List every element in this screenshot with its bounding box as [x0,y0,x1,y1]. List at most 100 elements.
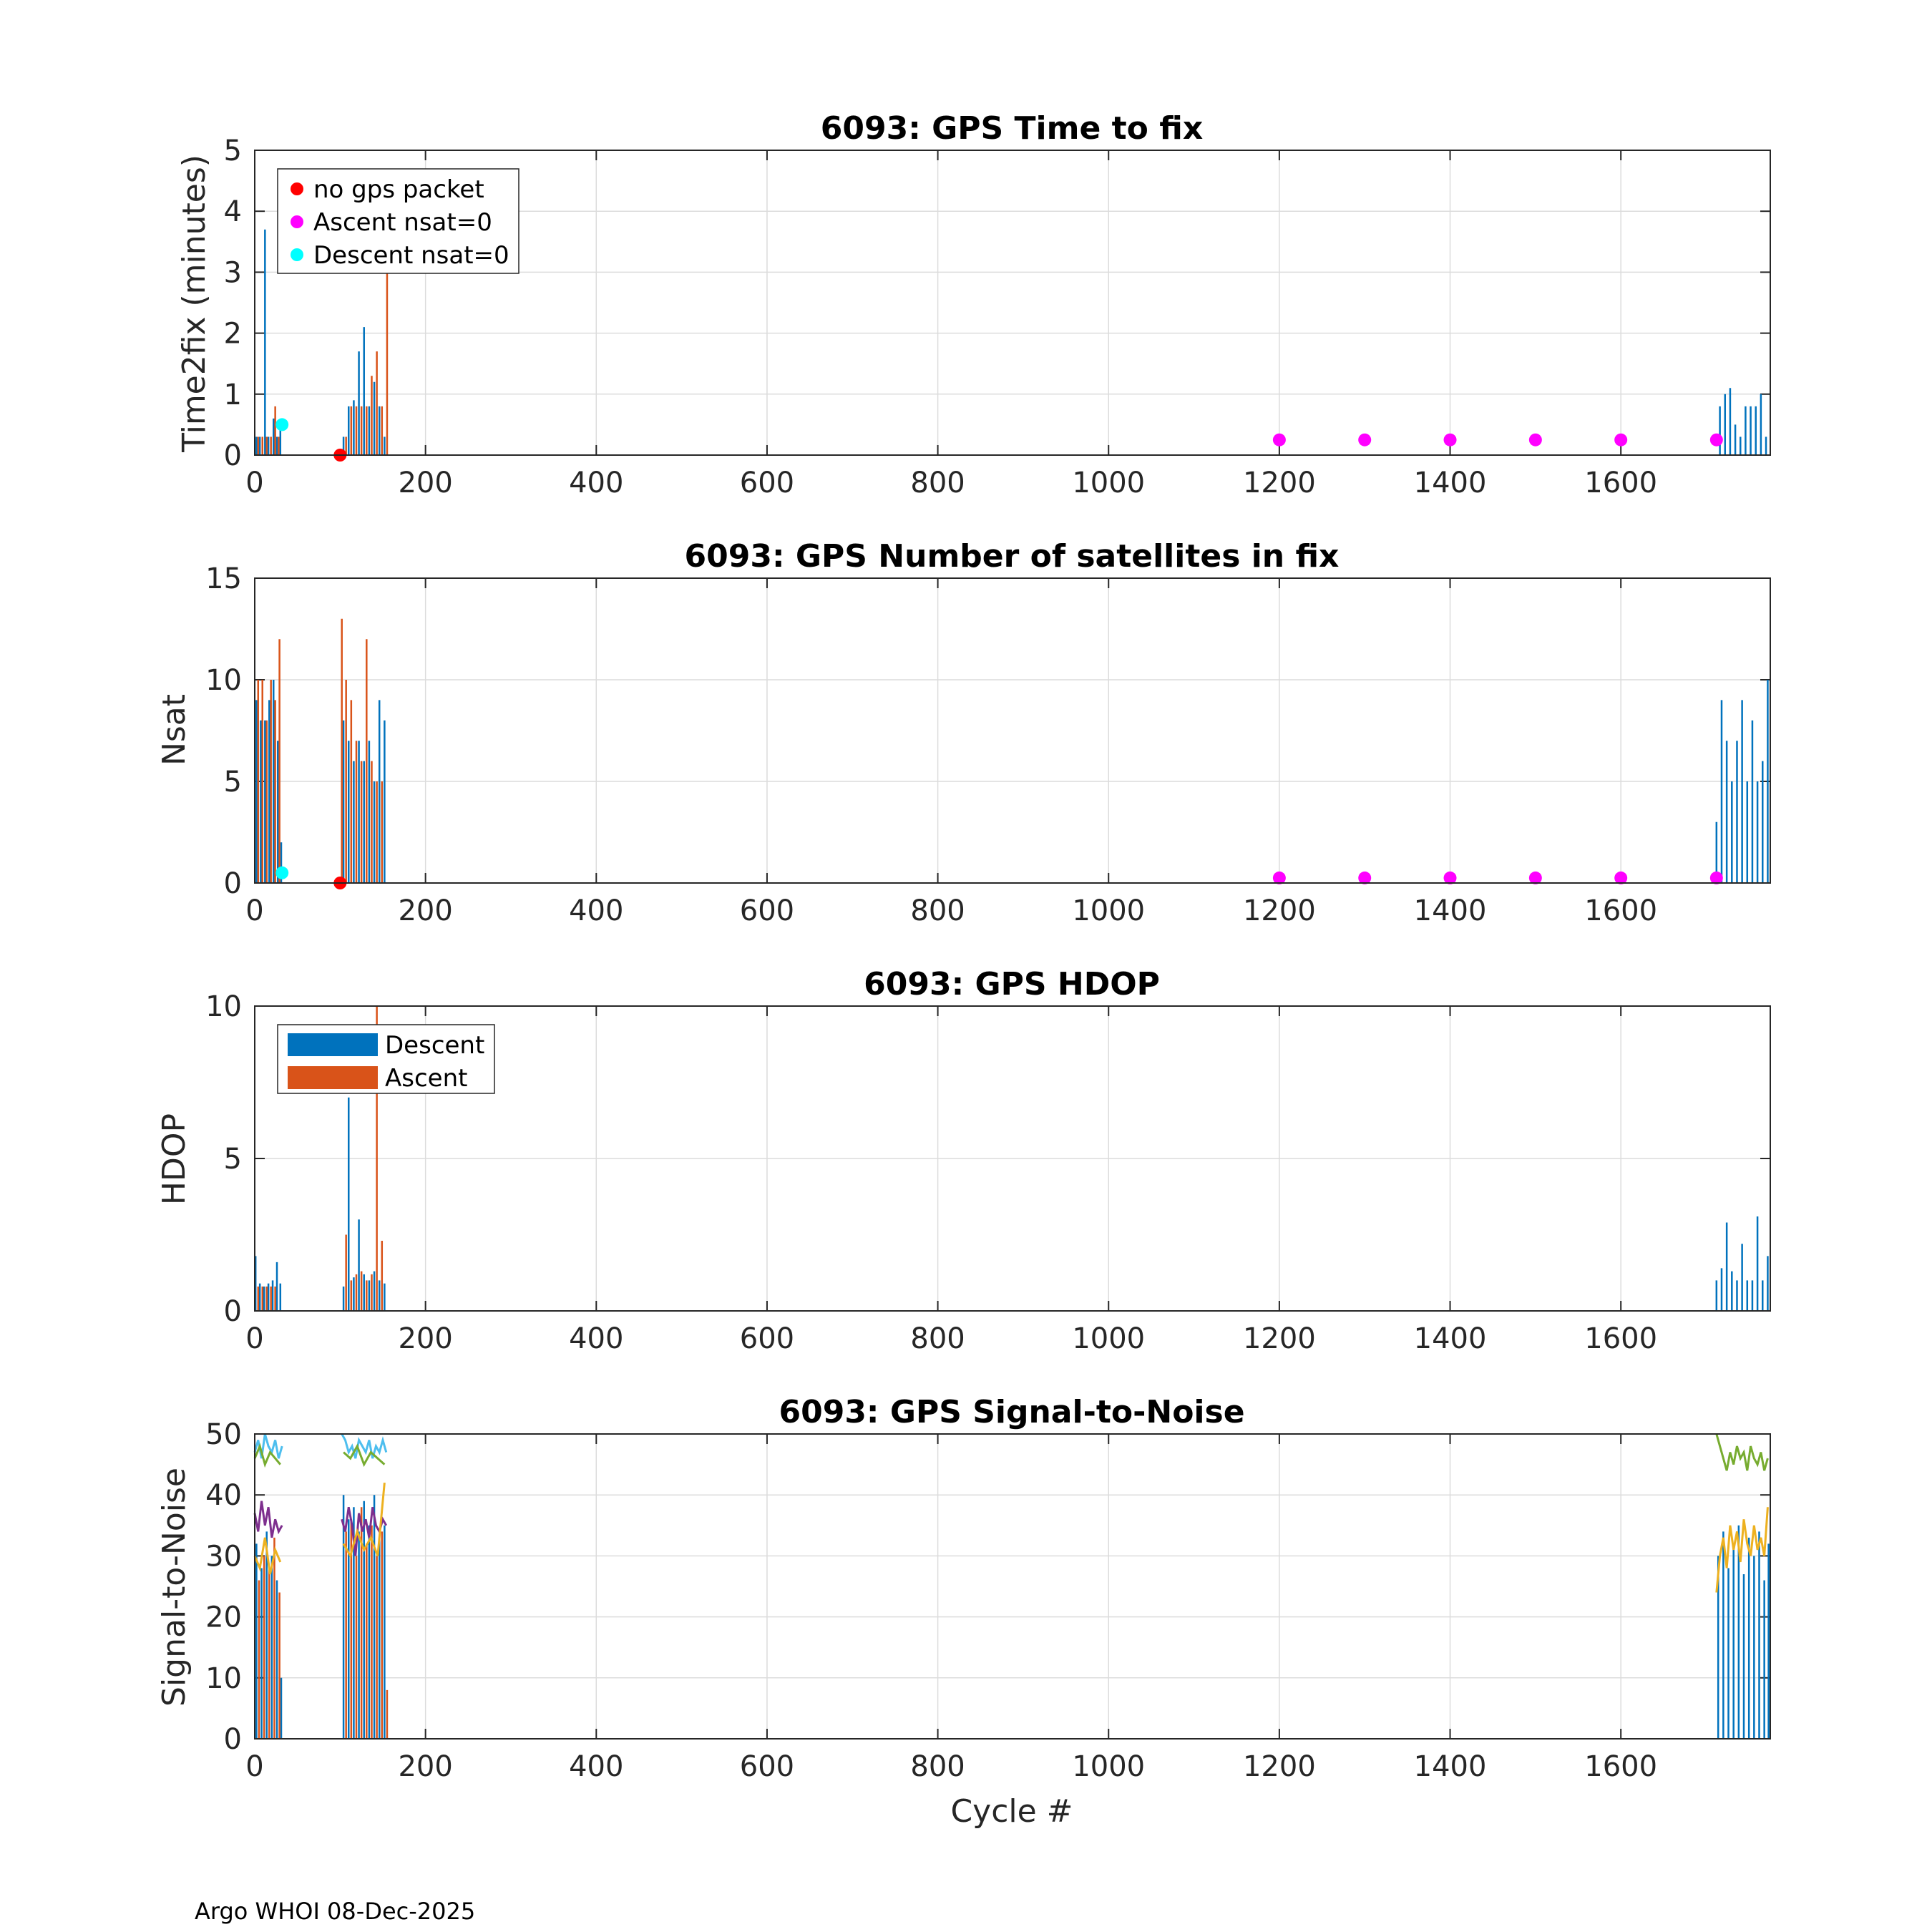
snr-xtick-label-1400: 1400 [1414,1750,1487,1783]
time2fix-xtick-label-600: 600 [740,467,794,499]
hdop-xtick-label-1400: 1400 [1414,1322,1487,1355]
time2fix-legend-label-0: no gps packet [313,175,484,204]
snr-ytick-label-0: 0 [224,1723,242,1756]
time2fix-title: 6093: GPS Time to fix [821,110,1203,147]
snr-line-2-seg-1 [341,1506,388,1556]
snr-line-series-2 [253,1501,388,1556]
time2fix-series-1 [257,260,389,455]
snr-line-1-seg-2 [1715,1433,1769,1471]
snr-xtick-label-1600: 1600 [1584,1750,1657,1783]
hdop-legend-label-1: Ascent [385,1064,467,1093]
snr-ytick-label-20: 20 [205,1601,242,1634]
snr-line-0-seg-1 [341,1433,388,1459]
hdop-axes-box [254,1005,1771,1312]
nsat-plot-area [255,578,1770,883]
time2fix-marker-1-1 [1358,433,1372,447]
time2fix-ytick-label-2: 2 [224,318,242,351]
nsat-panel: 6093: GPS Number of satellites in fix Ns… [156,538,1771,927]
nsat-ytick-label-15: 15 [205,562,242,595]
hdop-xtick-label-400: 400 [569,1322,623,1355]
hdop-panel: 6093: GPS HDOP HDOP 0 200 400 600 800 1000 120… [156,966,1771,1355]
time2fix-legend-swatch-2 [291,248,303,261]
nsat-markers-1 [1272,871,1723,884]
nsat-ticks: 0 200 400 600 800 1000 1200 1400 1600 0 5 10 15 [205,562,1770,927]
time2fix-panel: 6093: GPS Time to fix Time2fix (minutes)… [176,110,1771,499]
hdop-title: 6093: GPS HDOP [864,966,1160,1002]
time2fix-marker-1-3 [1528,433,1542,447]
time2fix-markers-2 [275,418,289,431]
nsat-ytick-label-0: 0 [224,867,242,900]
time2fix-ylabel: Time2fix (minutes) [176,155,213,453]
snr-xtick-label-600: 600 [740,1750,794,1783]
nsat-xtick-label-800: 800 [910,894,965,927]
hdop-legend-swatch-1 [288,1066,378,1089]
nsat-grid [255,578,1770,883]
nsat-ylabel: Nsat [156,694,192,766]
snr-grid [255,1434,1770,1739]
snr-ytick-label-30: 30 [205,1540,242,1573]
time2fix-marker-1-5 [1709,433,1723,447]
time2fix-ytick-label-0: 0 [224,439,242,472]
snr-line-series-1 [253,1433,1769,1471]
nsat-xtick-label-1600: 1600 [1584,894,1657,927]
hdop-legend: Descent Ascent [277,1024,495,1094]
nsat-xtick-label-600: 600 [740,894,794,927]
time2fix-legend-swatch-0 [291,182,303,195]
time2fix-legend: no gps packet Ascent nsat=0 Descent nsat=0 [277,168,519,274]
time2fix-xtick-label-1000: 1000 [1072,467,1145,499]
time2fix-legend-label-2: Descent nsat=0 [313,241,509,270]
snr-panel: 6093: GPS Signal-to-Noise Signal-to-Nois… [156,1394,1771,1830]
nsat-xtick-label-1400: 1400 [1414,894,1487,927]
hdop-xtick-label-1000: 1000 [1072,1322,1145,1355]
nsat-xtick-label-1200: 1200 [1243,894,1316,927]
nsat-series-0 [255,680,1769,883]
time2fix-ticks: 0 200 400 600 800 1000 1200 1400 1600 0 1 2 3 4 5 [224,135,1770,499]
nsat-marker-1-0 [1272,871,1286,884]
footer-credit: Argo WHOI 08-Dec-2025 [195,1898,476,1925]
time2fix-xtick-label-1200: 1200 [1243,467,1316,499]
nsat-marker-1-2 [1443,871,1457,884]
time2fix-legend-swatch-1 [291,215,303,228]
nsat-marker-1-3 [1528,871,1542,884]
snr-line-1-seg-1 [343,1443,386,1468]
nsat-markers-2 [275,866,289,879]
time2fix-series-0 [255,229,1767,455]
time2fix-xtick-label-400: 400 [569,467,623,499]
nsat-series-1 [257,618,384,883]
snr-xtick-label-200: 200 [398,1750,452,1783]
time2fix-xtick-label-0: 0 [245,467,263,499]
hdop-ytick-label-5: 5 [224,1143,242,1176]
snr-ytick-label-50: 50 [205,1418,242,1451]
nsat-xtick-label-1000: 1000 [1072,894,1145,927]
snr-bars-0 [255,1495,1770,1739]
time2fix-xtick-label-200: 200 [398,467,452,499]
hdop-legend-swatch-0 [288,1033,378,1056]
snr-plot-area [255,1434,1770,1739]
snr-xtick-label-1000: 1000 [1072,1750,1145,1783]
hdop-ticks: 0 200 400 600 800 1000 1200 1400 1600 0 5 10 [205,990,1770,1355]
snr-ylabel: Signal-to-Noise [156,1468,192,1707]
time2fix-ytick-label-1: 1 [224,379,242,411]
snr-title: 6093: GPS Signal-to-Noise [779,1394,1244,1430]
nsat-ytick-label-5: 5 [224,766,242,799]
time2fix-ytick-label-3: 3 [224,256,242,289]
time2fix-legend-label-1: Ascent nsat=0 [313,208,492,237]
nsat-marker-1-1 [1358,871,1372,884]
snr-line-3-seg-2 [1715,1507,1769,1593]
hdop-xtick-label-1200: 1200 [1243,1322,1316,1355]
time2fix-xtick-label-1400: 1400 [1414,467,1487,499]
time2fix-markers-1 [1272,433,1723,447]
time2fix-marker-1-4 [1614,433,1628,447]
nsat-xtick-label-200: 200 [398,894,452,927]
nsat-title: 6093: GPS Number of satellites in fix [685,538,1340,575]
nsat-axes-box [254,577,1771,884]
hdop-series-0 [254,1097,1769,1311]
snr-xtick-label-0: 0 [245,1750,263,1783]
time2fix-legend-box [277,168,519,274]
time2fix-xtick-label-1600: 1600 [1584,467,1657,499]
hdop-ytick-label-0: 0 [224,1295,242,1328]
nsat-marker-1-4 [1614,871,1628,884]
hdop-xtick-label-0: 0 [245,1322,263,1355]
time2fix-ytick-label-5: 5 [224,135,242,167]
